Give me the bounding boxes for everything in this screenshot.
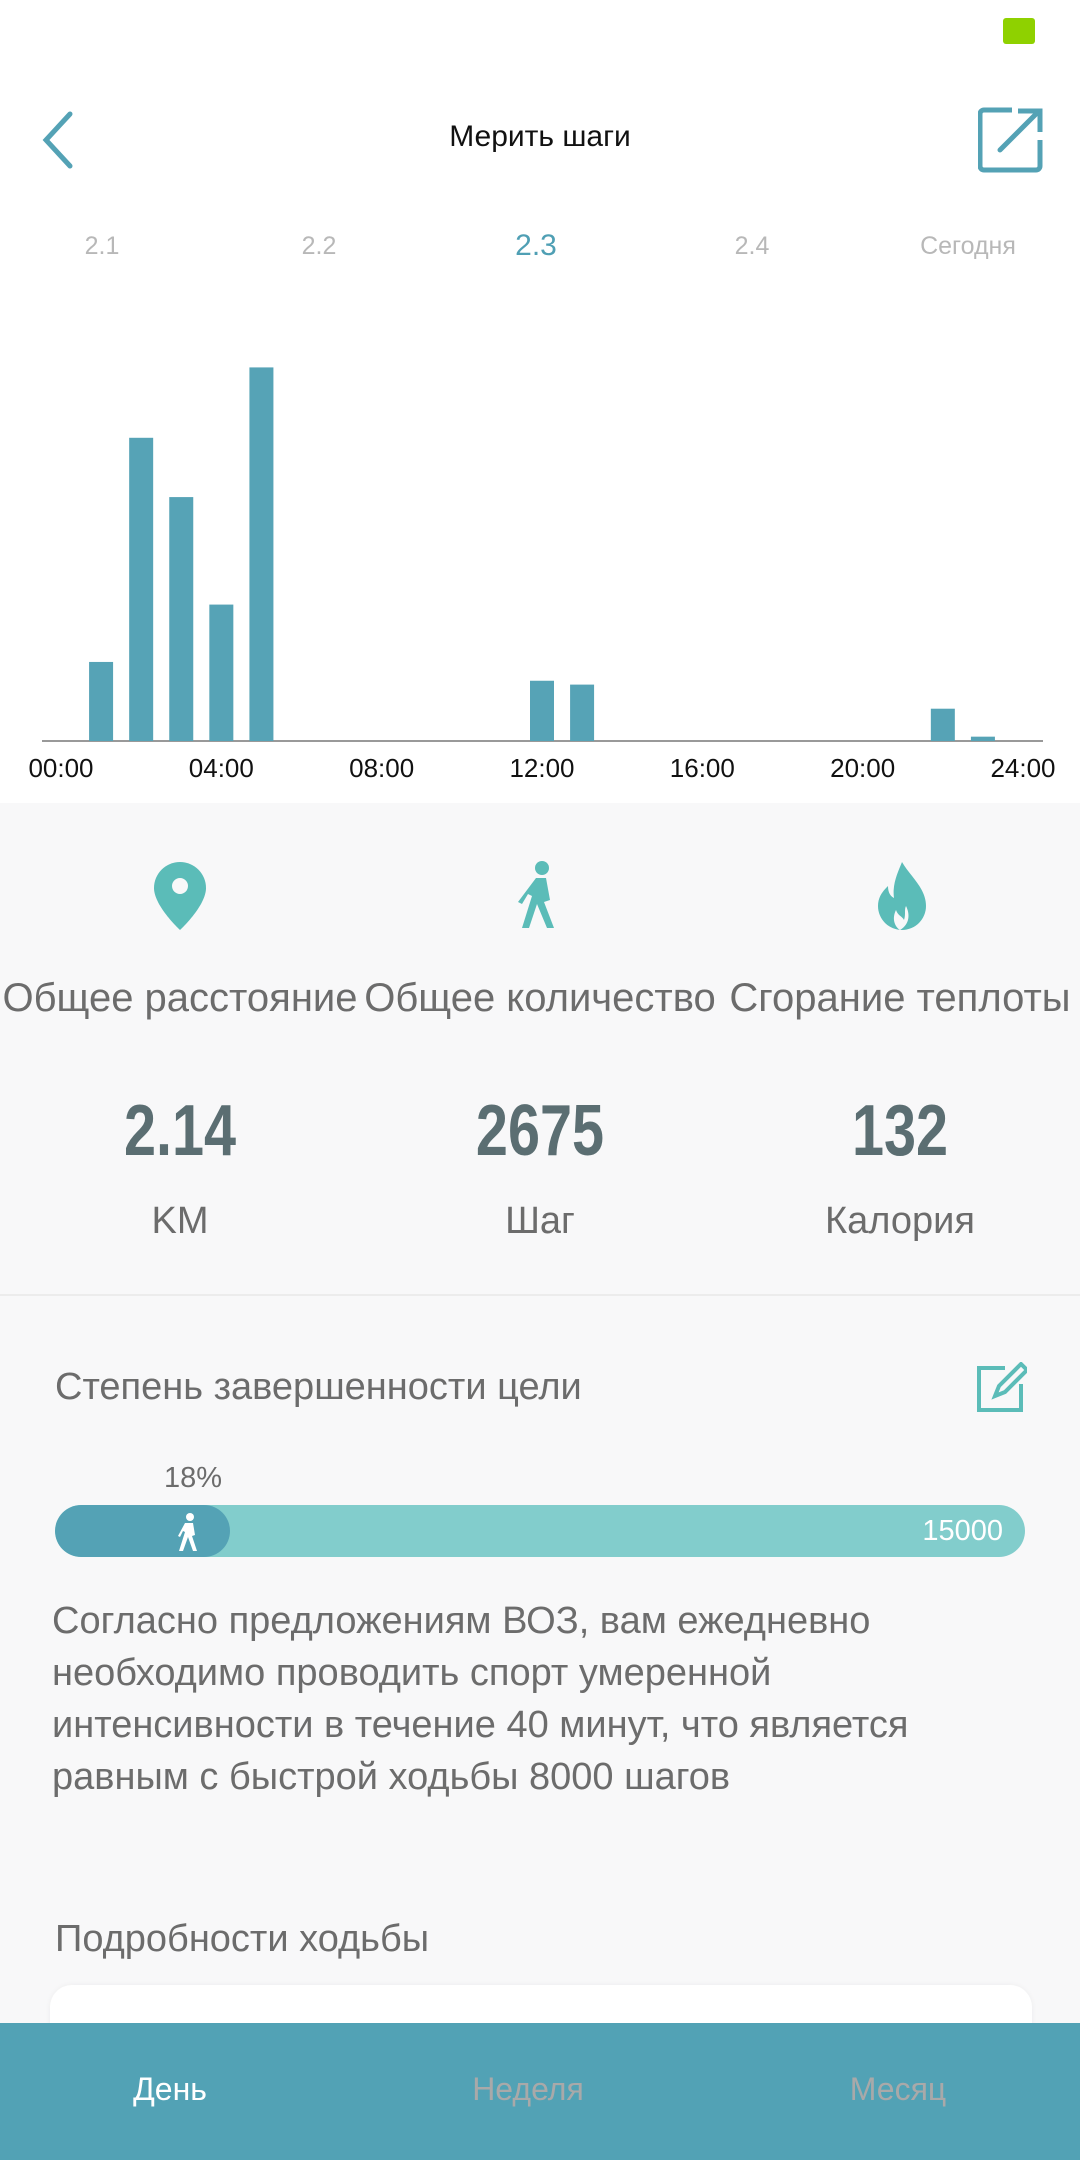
date-tab-active[interactable]: 2.3	[515, 229, 557, 262]
date-tab[interactable]: 2.1	[84, 232, 120, 260]
steps-bar-chart: 00:00 04:00 08:00 12:00 16:00 20:00 24:00	[28, 367, 1056, 783]
bar	[249, 367, 274, 741]
nav-month[interactable]: Месяц	[849, 2071, 947, 2107]
bar	[970, 736, 995, 741]
location-pin-icon	[154, 862, 206, 930]
stat-value: 2675	[475, 1091, 605, 1171]
stat-label: Сгорание теплоты	[729, 976, 1071, 1020]
date-tab-today[interactable]: Сегодня	[920, 232, 1016, 260]
x-tick-label: 00:00	[28, 753, 93, 783]
x-tick-label: 16:00	[670, 753, 735, 783]
nav-day[interactable]: День	[133, 2071, 207, 2107]
goal-title: Степень завершенности цели	[55, 1366, 582, 1408]
nav-week[interactable]: Неделя	[472, 2071, 584, 2107]
flame-icon	[878, 862, 926, 930]
chevron-left-icon	[42, 111, 73, 169]
edit-icon	[977, 1361, 1030, 1412]
stat-unit: KM	[151, 1200, 209, 1242]
walking-person-icon	[178, 1513, 197, 1551]
stat-unit: Шаг	[505, 1200, 575, 1242]
stat-value: 2.14	[123, 1091, 237, 1171]
goal-target: 15000	[922, 1515, 1003, 1547]
x-tick-label: 12:00	[509, 753, 574, 783]
bar	[169, 497, 194, 741]
edit-goal-button[interactable]	[975, 1361, 1030, 1419]
external-share-icon	[977, 107, 1043, 173]
battery-icon	[1003, 18, 1035, 44]
stat-label: Общее количество	[364, 976, 716, 1020]
details-title: Подробности ходьбы	[55, 1918, 430, 1960]
x-tick-label: 08:00	[349, 753, 414, 783]
bar	[570, 684, 595, 741]
goal-progress-bar: 15000	[55, 1505, 1025, 1557]
stat-value: 132	[851, 1091, 949, 1171]
bottom-nav: День Неделя Месяц	[0, 2023, 1080, 2160]
goal-progress-fill	[55, 1505, 230, 1557]
x-tick-label: 04:00	[189, 753, 254, 783]
bar	[530, 680, 554, 741]
bar	[89, 661, 114, 741]
x-tick-label: 20:00	[830, 753, 895, 783]
date-tab[interactable]: 2.2	[301, 232, 337, 260]
back-button[interactable]	[38, 110, 78, 175]
bar	[209, 604, 234, 741]
page-title: Мерить шаги	[449, 120, 631, 153]
share-button[interactable]	[977, 106, 1046, 179]
bar	[930, 708, 955, 741]
chart-panel: Мерить шаги 2.1 2.2 2.3 2.4 Сегодня 00:0…	[0, 0, 1080, 803]
walking-person-icon	[518, 861, 554, 928]
advice-text: Согласно предложениям ВОЗ, вам ежедневно…	[52, 1600, 909, 1798]
divider	[0, 1294, 1080, 1296]
x-tick-label: 24:00	[990, 753, 1055, 783]
bar	[129, 437, 154, 741]
stat-label: Общее расстояние	[2, 976, 358, 1020]
stat-unit: Калория	[825, 1200, 975, 1242]
date-tab[interactable]: 2.4	[734, 232, 770, 260]
goal-percent: 18%	[164, 1462, 223, 1494]
